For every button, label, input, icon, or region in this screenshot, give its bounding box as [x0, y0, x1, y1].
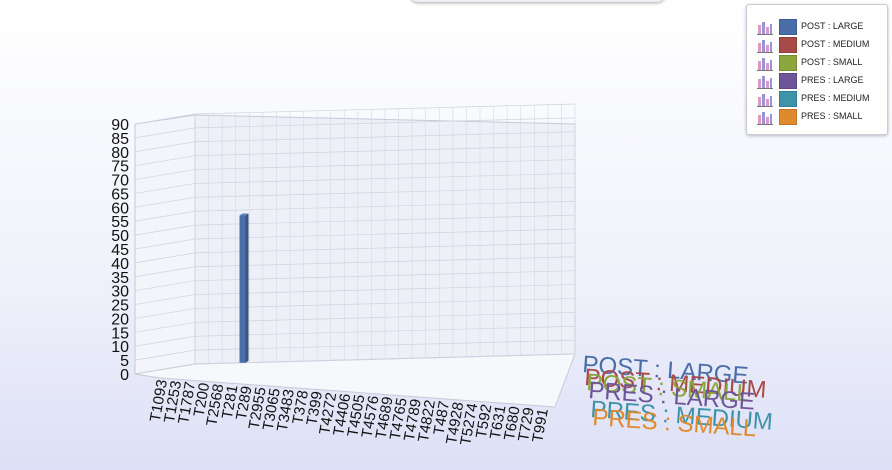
y-tick-label: 60: [111, 200, 129, 217]
legend-item[interactable]: POST : SMALL: [757, 55, 885, 71]
bar-chart-icon: [757, 112, 773, 125]
legend-label: PRES : SMALL: [801, 111, 863, 121]
legend: POST : LARGE POST : MEDIUM POST : SMALL PRE…: [746, 4, 888, 135]
y-tick-label: 65: [111, 186, 129, 203]
bars: [239, 213, 249, 363]
gridline-side: [134, 266, 196, 278]
y-tick-label: 15: [111, 325, 129, 342]
bar: [239, 213, 249, 363]
x-tick-label: T680: [501, 405, 524, 442]
bar-chart-icon: [757, 22, 773, 35]
y-tick-label: 45: [111, 242, 129, 259]
x-tick-label: T631: [487, 404, 510, 441]
x-tick-label: T991: [529, 407, 552, 444]
gridline-side: [134, 183, 196, 194]
legend-swatch: [779, 109, 797, 125]
gridline-side: [134, 252, 196, 264]
y-tick-label: 0: [120, 367, 129, 384]
y-tick-label: 5: [120, 353, 129, 370]
y-tick-label: 25: [111, 298, 129, 315]
legend-swatch: [779, 55, 797, 71]
x-tick-label: T592: [473, 403, 496, 440]
y-tick-label: 40: [111, 256, 129, 273]
legend-swatch: [779, 91, 797, 107]
gridline-side: [134, 127, 196, 139]
y-tick-label: 80: [111, 145, 129, 162]
y-tick-label: 35: [111, 270, 129, 287]
gridline-side: [134, 224, 196, 236]
y-tick-label: 55: [111, 214, 129, 231]
gridline-side: [134, 238, 196, 250]
x-tick-label: T289: [233, 385, 256, 422]
y-tick-label: 85: [111, 131, 129, 148]
gridline-side: [134, 280, 196, 292]
gridline-side: [134, 196, 196, 208]
legend-label: PRES : MEDIUM: [801, 93, 870, 103]
side-wall: [134, 114, 196, 375]
x-tick-label: T487: [430, 400, 453, 437]
legend-swatch: [779, 73, 797, 89]
gridline-side: [134, 113, 196, 125]
gridline-side: [134, 321, 196, 333]
legend-swatch: [779, 19, 797, 35]
y-tick-label: 50: [111, 228, 129, 245]
gridline-side: [134, 363, 196, 375]
x-axis: T1093T1253T1787T200T2568T281T289T2955T30…: [147, 378, 552, 446]
legend-item[interactable]: PRES : SMALL: [757, 109, 885, 125]
y-tick-label: 10: [111, 339, 129, 356]
legend-item[interactable]: POST : MEDIUM: [757, 37, 885, 53]
legend-swatch: [779, 37, 797, 53]
legend-item[interactable]: PRES : LARGE: [757, 73, 885, 89]
gridline-side: [134, 155, 196, 167]
legend-item[interactable]: POST : LARGE: [757, 19, 885, 35]
bar-chart-icon: [757, 76, 773, 89]
y-tick-label: 30: [111, 284, 129, 301]
legend-label: POST : MEDIUM: [801, 39, 870, 49]
legend-item[interactable]: PRES : MEDIUM: [757, 91, 885, 107]
gridline-side: [134, 349, 196, 361]
x-tick-label: T399: [303, 390, 326, 427]
legend-label: POST : SMALL: [801, 57, 863, 67]
bar-chart-icon: [757, 58, 773, 71]
y-tick-label: 70: [111, 173, 129, 190]
window-top-tab: [410, 0, 665, 2]
legend-label: PRES : LARGE: [801, 75, 864, 85]
gridlines: [134, 103, 576, 375]
gridline-side: [134, 335, 196, 347]
y-tick-label: 90: [111, 117, 129, 134]
y-tick-label: 20: [111, 311, 129, 328]
bar-chart-icon: [757, 40, 773, 53]
legend-label: POST : LARGE: [801, 21, 864, 31]
x-tick-label: T281: [219, 384, 242, 421]
gridline-side: [134, 169, 196, 180]
x-tick-label: T378: [289, 389, 312, 426]
bar-chart-icon: [757, 94, 773, 107]
gridline-side: [134, 294, 196, 305]
x-tick-label: T200: [191, 381, 214, 418]
y-tick-label: 75: [111, 159, 129, 176]
gridline-side: [134, 141, 196, 153]
x-tick-label: T729: [515, 406, 538, 443]
gridline-side: [134, 210, 196, 222]
gridline-side: [134, 308, 196, 319]
